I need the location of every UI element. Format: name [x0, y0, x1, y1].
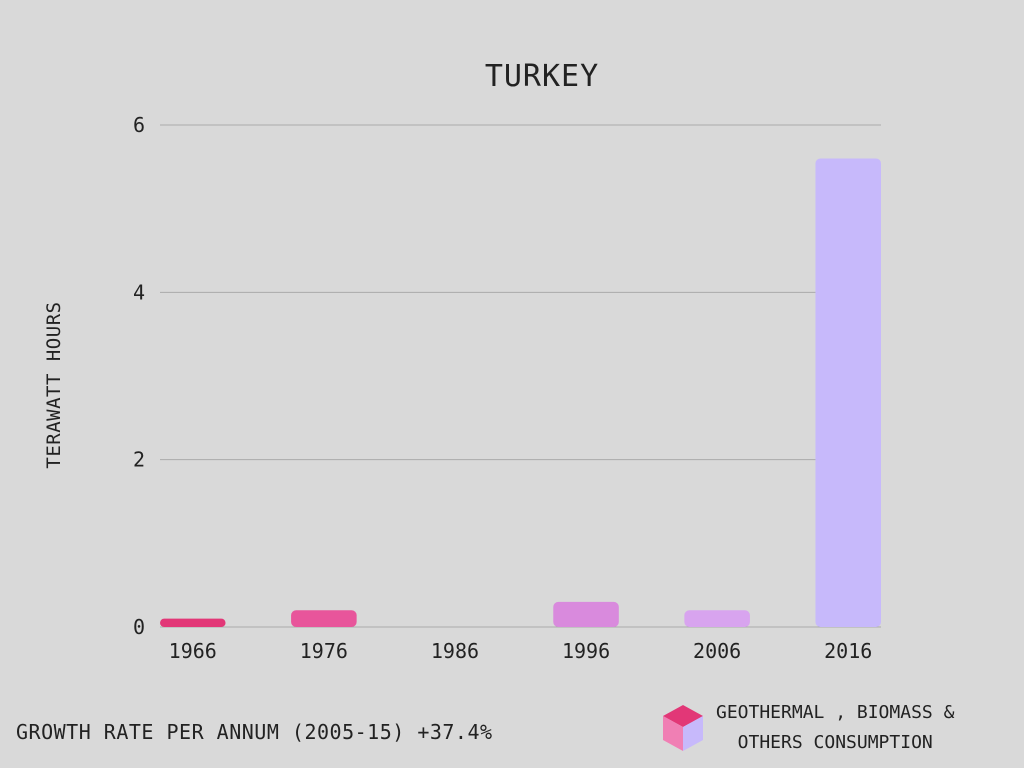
- bar-2006: [684, 610, 750, 627]
- legend-line-1: GEOTHERMAL , BIOMASS &: [716, 702, 955, 723]
- x-tick-label-1986: 1986: [431, 639, 479, 663]
- chart-title: TURKEY: [485, 59, 599, 94]
- x-tick-label-1996: 1996: [562, 639, 610, 663]
- legend-label: GEOTHERMAL , BIOMASS & OTHERS CONSUMPTIO…: [716, 698, 954, 758]
- y-tick-label: 2: [133, 448, 145, 472]
- bar-1976: [291, 610, 357, 627]
- y-tick-labels: 0 2 4 6: [133, 113, 145, 639]
- bar-1996: [553, 601, 619, 627]
- y-tick-label: 4: [133, 280, 145, 304]
- gridlines: [160, 124, 881, 628]
- bars: [160, 158, 881, 627]
- legend: GEOTHERMAL , BIOMASS & OTHERS CONSUMPTIO…: [660, 698, 954, 758]
- cube-icon: [663, 705, 703, 751]
- y-tick-label: 0: [133, 615, 145, 639]
- legend-line-2: OTHERS CONSUMPTION: [737, 732, 933, 753]
- bar-2016: [815, 158, 881, 627]
- x-tick-labels: 1966 1976 1986 1996 2006 2016: [169, 639, 873, 663]
- x-tick-label-1976: 1976: [300, 639, 348, 663]
- x-tick-label-2006: 2006: [693, 639, 741, 663]
- bar-1966: [160, 618, 226, 627]
- x-tick-label-2016: 2016: [824, 639, 872, 663]
- x-tick-label-1966: 1966: [169, 639, 217, 663]
- y-axis-label: TERAWATT HOURS: [43, 301, 65, 468]
- growth-rate-note: GROWTH RATE PER ANNUM (2005-15) +37.4%: [16, 720, 493, 744]
- y-tick-label: 6: [133, 113, 145, 137]
